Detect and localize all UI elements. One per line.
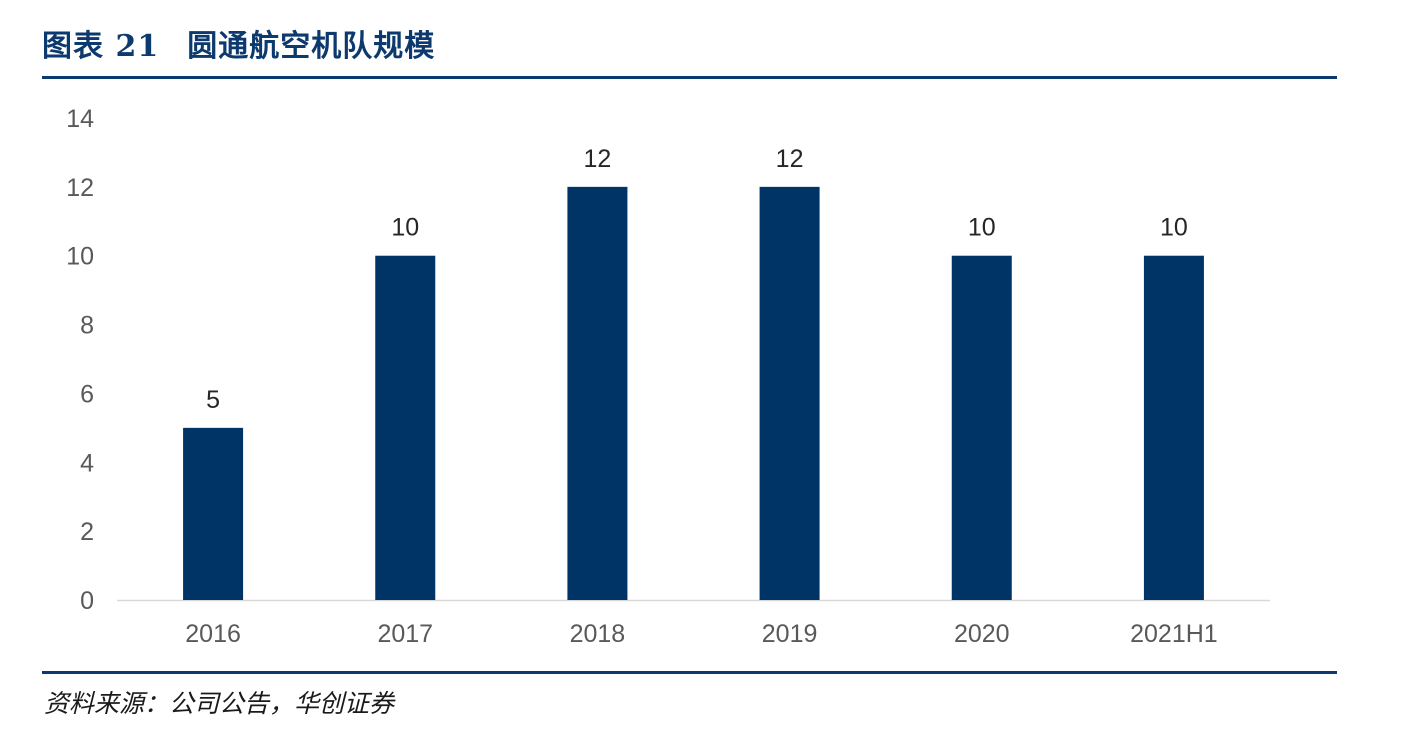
bar	[183, 427, 244, 600]
y-tick-label: 6	[80, 380, 94, 408]
x-tick-label: 2018	[570, 620, 626, 648]
x-tick-label: 2019	[762, 620, 818, 648]
bar	[375, 255, 436, 600]
figure-label: 图表 21	[42, 29, 160, 64]
figure-title: 图表 21 圆通航空机队规模	[42, 18, 435, 68]
source-note: 资料来源：公司公告，华创证券	[44, 689, 395, 718]
x-tick-label: 2020	[954, 620, 1010, 648]
data-label: 10	[391, 214, 419, 242]
data-label: 12	[584, 145, 612, 173]
bar	[567, 186, 628, 600]
data-label: 5	[206, 386, 220, 414]
y-tick-label: 8	[80, 312, 94, 340]
bar	[1143, 255, 1204, 600]
x-tick-label: 2017	[377, 620, 433, 648]
y-tick-label: 12	[66, 174, 94, 202]
bar-chart: 0 2 4 6 8 10 12 14 5 2016 10 2017 12 2018 12 2019 10 2020…	[66, 105, 1270, 648]
y-tick-label: 4	[80, 449, 94, 477]
bar	[759, 186, 820, 600]
bar	[951, 255, 1012, 600]
x-tick-label: 2021H1	[1130, 620, 1218, 648]
chart-title: 圆通航空机队规模	[187, 29, 436, 64]
data-label: 10	[968, 214, 996, 242]
y-tick-label: 0	[80, 587, 94, 615]
data-label: 12	[776, 145, 804, 173]
title-divider	[42, 76, 1337, 79]
footer-divider	[42, 671, 1337, 674]
data-label: 10	[1160, 214, 1188, 242]
y-tick-label: 2	[80, 518, 94, 546]
x-tick-label: 2016	[185, 620, 241, 648]
y-tick-label: 10	[66, 243, 94, 271]
y-tick-label: 14	[66, 105, 94, 133]
